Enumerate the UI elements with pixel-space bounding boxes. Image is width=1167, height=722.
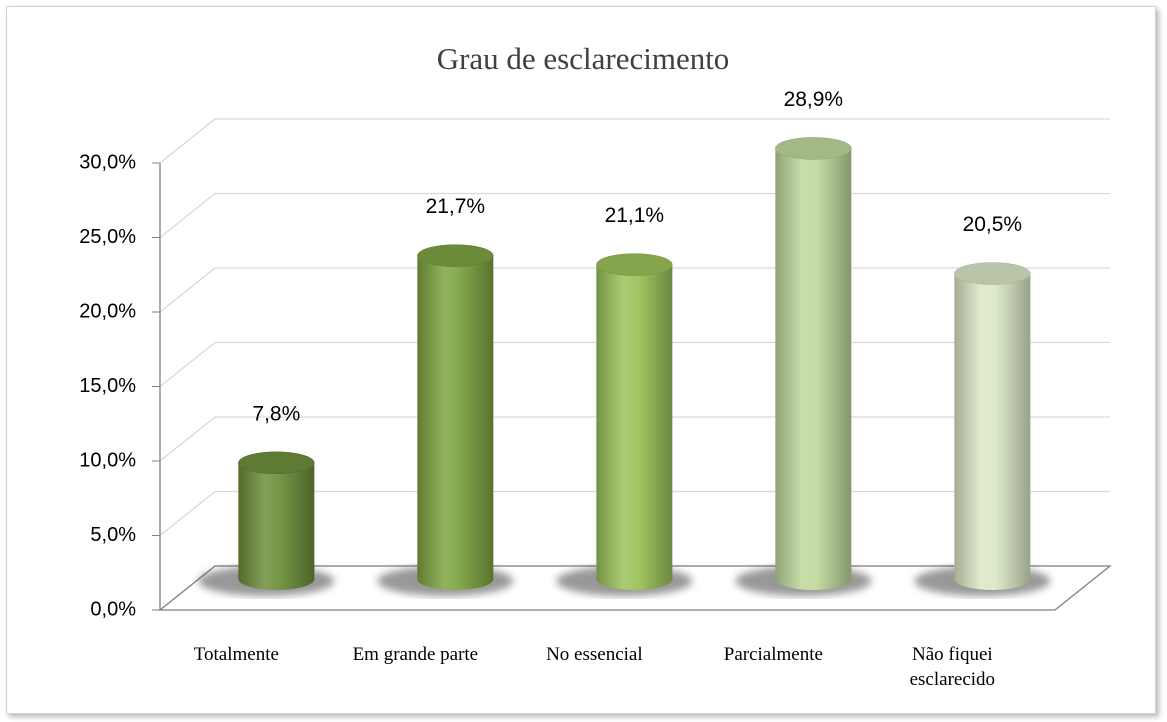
bar bbox=[954, 273, 1031, 590]
y-tick-label: 10,0% bbox=[79, 449, 136, 471]
grid-line bbox=[159, 118, 1110, 164]
y-tick-label: 30,0% bbox=[79, 151, 136, 173]
x-tick-label: No essencial bbox=[546, 644, 643, 665]
y-tick-label: 25,0% bbox=[79, 226, 136, 248]
value-label: 21,7% bbox=[426, 195, 486, 218]
value-label: 7,8% bbox=[252, 402, 300, 425]
y-tick-label: 20,0% bbox=[79, 300, 136, 322]
bar bbox=[417, 255, 494, 591]
bar bbox=[238, 462, 315, 590]
value-label: 21,1% bbox=[605, 204, 665, 227]
y-tick-label: 5,0% bbox=[90, 524, 136, 546]
value-label: 28,9% bbox=[784, 88, 844, 111]
x-tick-label: Não fiquei esclarecido bbox=[909, 644, 996, 690]
y-tick-label: 0,0% bbox=[90, 598, 136, 620]
x-tick-label: Totalmente bbox=[193, 644, 279, 665]
bar bbox=[775, 148, 852, 590]
x-tick-label: Parcialmente bbox=[723, 644, 823, 665]
x-tick-label: Em grande parte bbox=[352, 644, 479, 665]
y-tick-label: 15,0% bbox=[79, 375, 136, 397]
bar-top bbox=[417, 244, 494, 267]
floor bbox=[158, 565, 1112, 611]
bar-top bbox=[954, 262, 1031, 285]
chart-title: Grau de esclarecimento bbox=[437, 41, 730, 76]
bar bbox=[596, 264, 673, 590]
bar-top bbox=[775, 137, 852, 160]
bar-top bbox=[596, 253, 673, 276]
value-label: 20,5% bbox=[963, 213, 1023, 236]
bar-top bbox=[238, 451, 315, 475]
